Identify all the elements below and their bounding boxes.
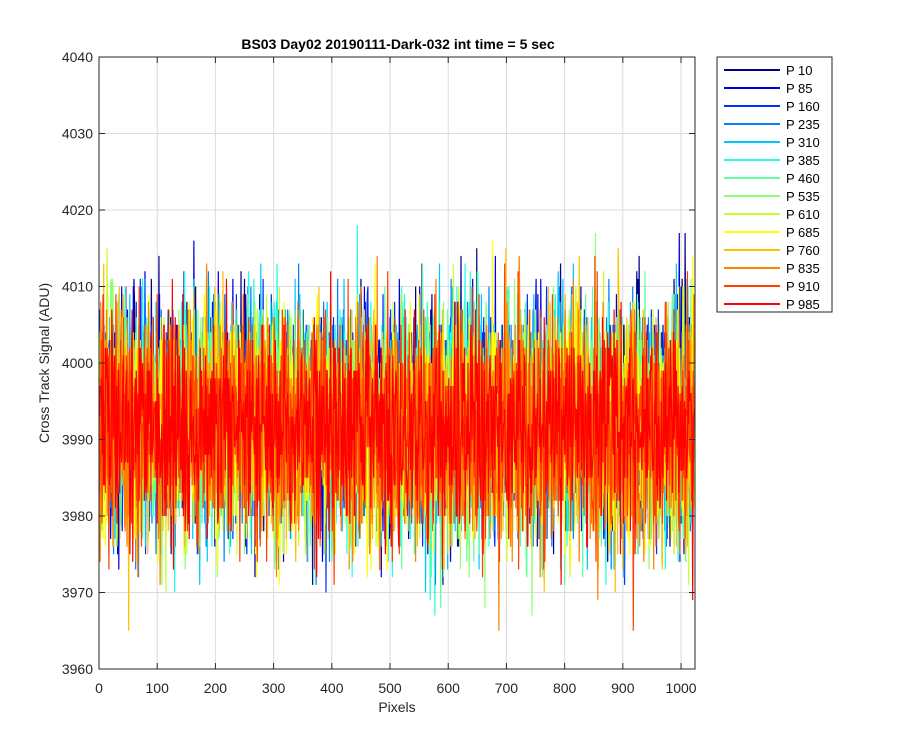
x-tick-label: 100: [146, 680, 170, 696]
chart-title: BS03 Day02 20190111-Dark-032 int time = …: [241, 36, 554, 52]
y-tick-label: 4010: [62, 279, 93, 295]
axis-ticks: [98, 56, 695, 670]
x-tick-label: 1000: [665, 680, 696, 696]
plot-area: [98, 56, 696, 670]
x-tick-label: 400: [320, 680, 344, 696]
legend-entry: P 760: [786, 243, 820, 258]
x-tick-label: 600: [437, 680, 461, 696]
y-tick-label: 3990: [62, 432, 93, 448]
series-layer: [99, 225, 695, 631]
legend-entry: P 610: [786, 207, 820, 222]
legend-box: [716, 56, 833, 313]
legend-entry: P 535: [786, 189, 820, 204]
y-tick-label: 3980: [62, 508, 93, 524]
legend-entry: P 910: [786, 279, 820, 294]
legend-entry: P 685: [786, 225, 820, 240]
x-tick-label: 800: [553, 680, 577, 696]
legend: P 10 P 85 P 160 P 235 P 310 P 385 P 460 P 535 P …: [716, 56, 833, 313]
y-tick-label: 3970: [62, 585, 93, 601]
y-tick-label: 4030: [62, 126, 93, 142]
x-tick-label: 500: [378, 680, 402, 696]
x-tick-label: 700: [495, 680, 519, 696]
legend-entry: P 10: [786, 63, 813, 78]
x-tick-label: 200: [204, 680, 228, 696]
x-tick-labels: 0 100 200 300 400 500 600 700 800 900 1000: [95, 680, 697, 696]
legend-entry: P 985: [786, 297, 820, 312]
legend-entry: P 310: [786, 135, 820, 150]
y-tick-label: 4020: [62, 202, 93, 218]
series-line-p985: [99, 271, 695, 601]
x-axis-title: Pixels: [378, 699, 415, 715]
y-tick-labels: 3960 3970 3980 3990 4000 4010 4020 4030 4040: [62, 49, 93, 677]
y-tick-label: 4000: [62, 355, 93, 371]
legend-entry: P 385: [786, 153, 820, 168]
legend-entry: P 460: [786, 171, 820, 186]
x-tick-label: 900: [611, 680, 635, 696]
x-tick-label: 300: [262, 680, 286, 696]
legend-entry: P 160: [786, 99, 820, 114]
legend-entry: P 835: [786, 261, 820, 276]
y-tick-label: 3960: [62, 661, 93, 677]
y-axis-title: Cross Track Signal (ADU): [36, 283, 52, 443]
y-tick-label: 4040: [62, 49, 93, 65]
legend-entry: P 235: [786, 117, 820, 132]
x-tick-label: 0: [95, 680, 103, 696]
legend-entry: P 85: [786, 81, 813, 96]
